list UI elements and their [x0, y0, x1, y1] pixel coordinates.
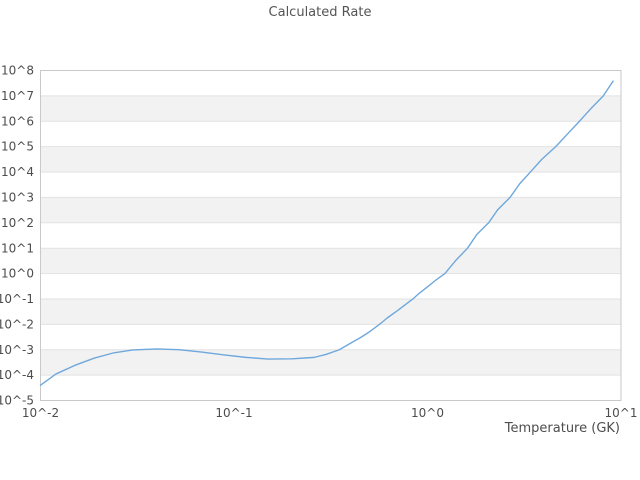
y-tick-label: 10^-4 — [0, 368, 34, 382]
y-tick-label: 10^5 — [1, 140, 34, 154]
x-axis-title: Temperature (GK) — [504, 421, 620, 436]
decade-band — [40, 349, 621, 376]
y-tick-label: 10^-2 — [0, 317, 34, 331]
x-tick-label: 10^1 — [605, 406, 638, 420]
y-tick-label: 10^-1 — [0, 292, 34, 306]
y-tick-label: 10^1 — [1, 241, 34, 255]
y-tick-label: 10^4 — [1, 165, 34, 179]
y-tick-label: 10^-5 — [0, 394, 34, 408]
y-axis-tick-labels: 10^8 10^7 10^6 10^5 10^4 10^3 10^2 10^1 10^0 10^-… — [0, 64, 34, 408]
y-tick-label: 10^2 — [1, 216, 34, 230]
x-tick-label: 10^-2 — [22, 406, 59, 420]
decade-band — [40, 146, 621, 173]
decade-band — [40, 95, 621, 122]
chart-title: Calculated Rate — [269, 5, 372, 20]
decade-band — [40, 248, 621, 274]
y-tick-label: 10^-3 — [0, 343, 34, 357]
x-axis-tick-labels: 10^-2 10^-1 10^0 10^1 — [22, 406, 638, 420]
x-tick-label: 10^0 — [411, 406, 444, 420]
rate-series-line — [39, 80, 614, 386]
y-tick-label: 10^7 — [1, 89, 34, 103]
plot-border — [40, 70, 622, 401]
y-tick-label: 10^3 — [1, 191, 34, 205]
y-tick-label: 10^8 — [1, 64, 34, 78]
x-tick-label: 10^-1 — [215, 406, 252, 420]
y-tick-label: 10^0 — [1, 267, 34, 281]
y-tick-label: 10^6 — [1, 114, 34, 128]
decade-band — [40, 197, 621, 223]
decade-band — [40, 298, 621, 325]
decade-bands — [40, 95, 621, 376]
